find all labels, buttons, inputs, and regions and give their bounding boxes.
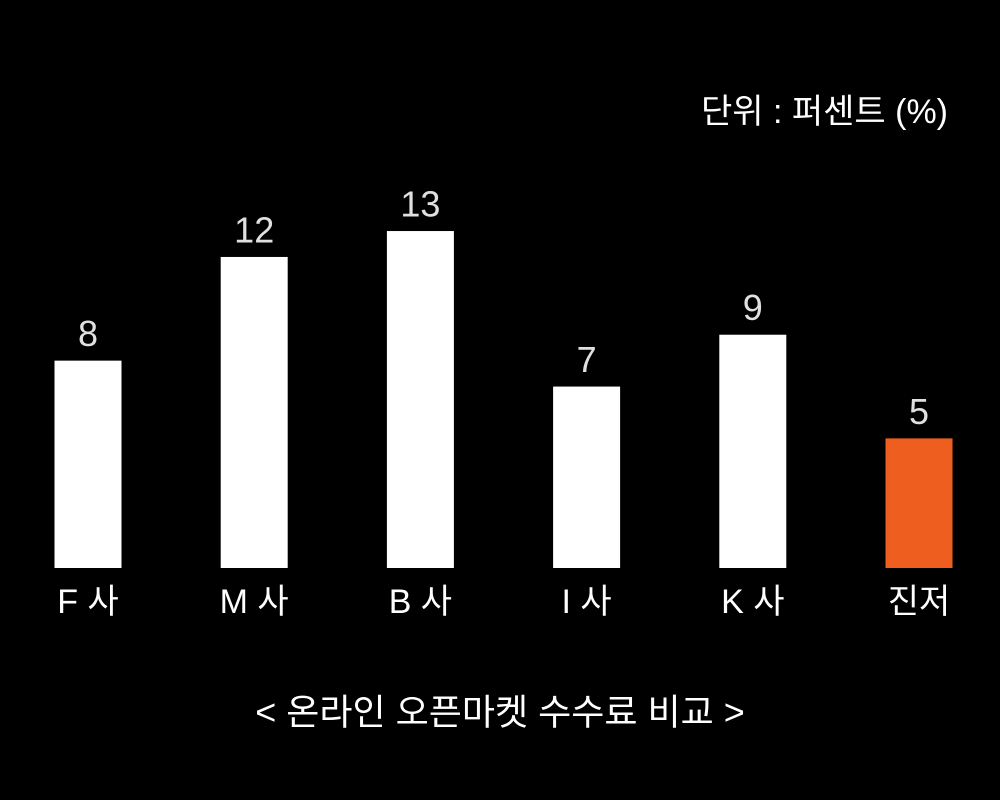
- bar: [386, 231, 454, 569]
- value-label: 12: [234, 209, 274, 250]
- bar: [885, 438, 953, 568]
- x-tick-label: K 사: [721, 583, 784, 621]
- unit-label: 단위 : 퍼센트 (%): [701, 93, 948, 131]
- value-label: 13: [400, 184, 440, 225]
- value-label: 9: [743, 287, 763, 328]
- chart-title: < 온라인 오픈마켓 수수료 비교 >: [255, 692, 745, 733]
- bar: [719, 334, 787, 568]
- x-tick-label: M 사: [220, 583, 289, 621]
- bar: [553, 386, 621, 568]
- x-tick-label: 진저: [888, 583, 951, 621]
- value-label: 8: [78, 313, 98, 354]
- x-tick-label: F 사: [57, 583, 119, 621]
- value-label: 7: [577, 339, 597, 380]
- bar: [220, 256, 288, 568]
- bar: [54, 360, 122, 568]
- x-tick-label: I 사: [562, 583, 612, 621]
- x-tick-label: B 사: [389, 583, 452, 621]
- value-label: 5: [909, 391, 929, 432]
